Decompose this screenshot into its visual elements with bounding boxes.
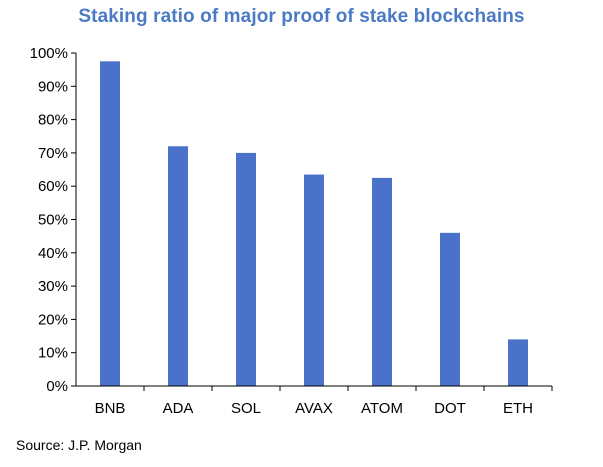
- bar-ada: [168, 146, 188, 386]
- y-tick-label: 80%: [38, 112, 68, 129]
- y-tick-label: 50%: [38, 212, 68, 229]
- x-tick-label-atom: ATOM: [361, 400, 403, 417]
- y-tick-label: 20%: [38, 311, 68, 328]
- y-axis-ticks: 0% 10% 20% 30% 40% 50% 60% 70% 80% 90% 100%: [30, 45, 76, 395]
- bar-atom: [372, 177, 392, 386]
- y-tick-label: 30%: [38, 278, 68, 295]
- x-tick-label-ada: ADA: [163, 400, 194, 417]
- x-axis-labels: BNB ADA SOL AVAX ATOM DOT ETH: [95, 386, 553, 417]
- x-tick-label-bnb: BNB: [95, 400, 126, 417]
- y-tick-label: 0%: [46, 378, 68, 395]
- bar-bnb: [100, 61, 120, 386]
- y-tick-label: 90%: [38, 78, 68, 95]
- y-tick-label: 40%: [38, 245, 68, 262]
- bar-eth: [508, 339, 528, 386]
- bar-dot: [440, 232, 460, 386]
- y-tick-label: 70%: [38, 145, 68, 162]
- bar-avax: [304, 174, 324, 386]
- source-note: Source: J.P. Morgan: [16, 437, 142, 453]
- y-tick-label: 100%: [30, 45, 68, 62]
- x-tick-label-eth: ETH: [503, 400, 533, 417]
- x-tick-label-dot: DOT: [434, 400, 466, 417]
- y-tick-label: 60%: [38, 178, 68, 195]
- x-tick-label-avax: AVAX: [295, 400, 333, 417]
- bar-sol: [236, 152, 256, 386]
- x-tick-label-sol: SOL: [231, 400, 261, 417]
- y-tick-label: 10%: [38, 345, 68, 362]
- chart-title: Staking ratio of major proof of stake bl…: [78, 6, 525, 27]
- bars: [100, 61, 528, 386]
